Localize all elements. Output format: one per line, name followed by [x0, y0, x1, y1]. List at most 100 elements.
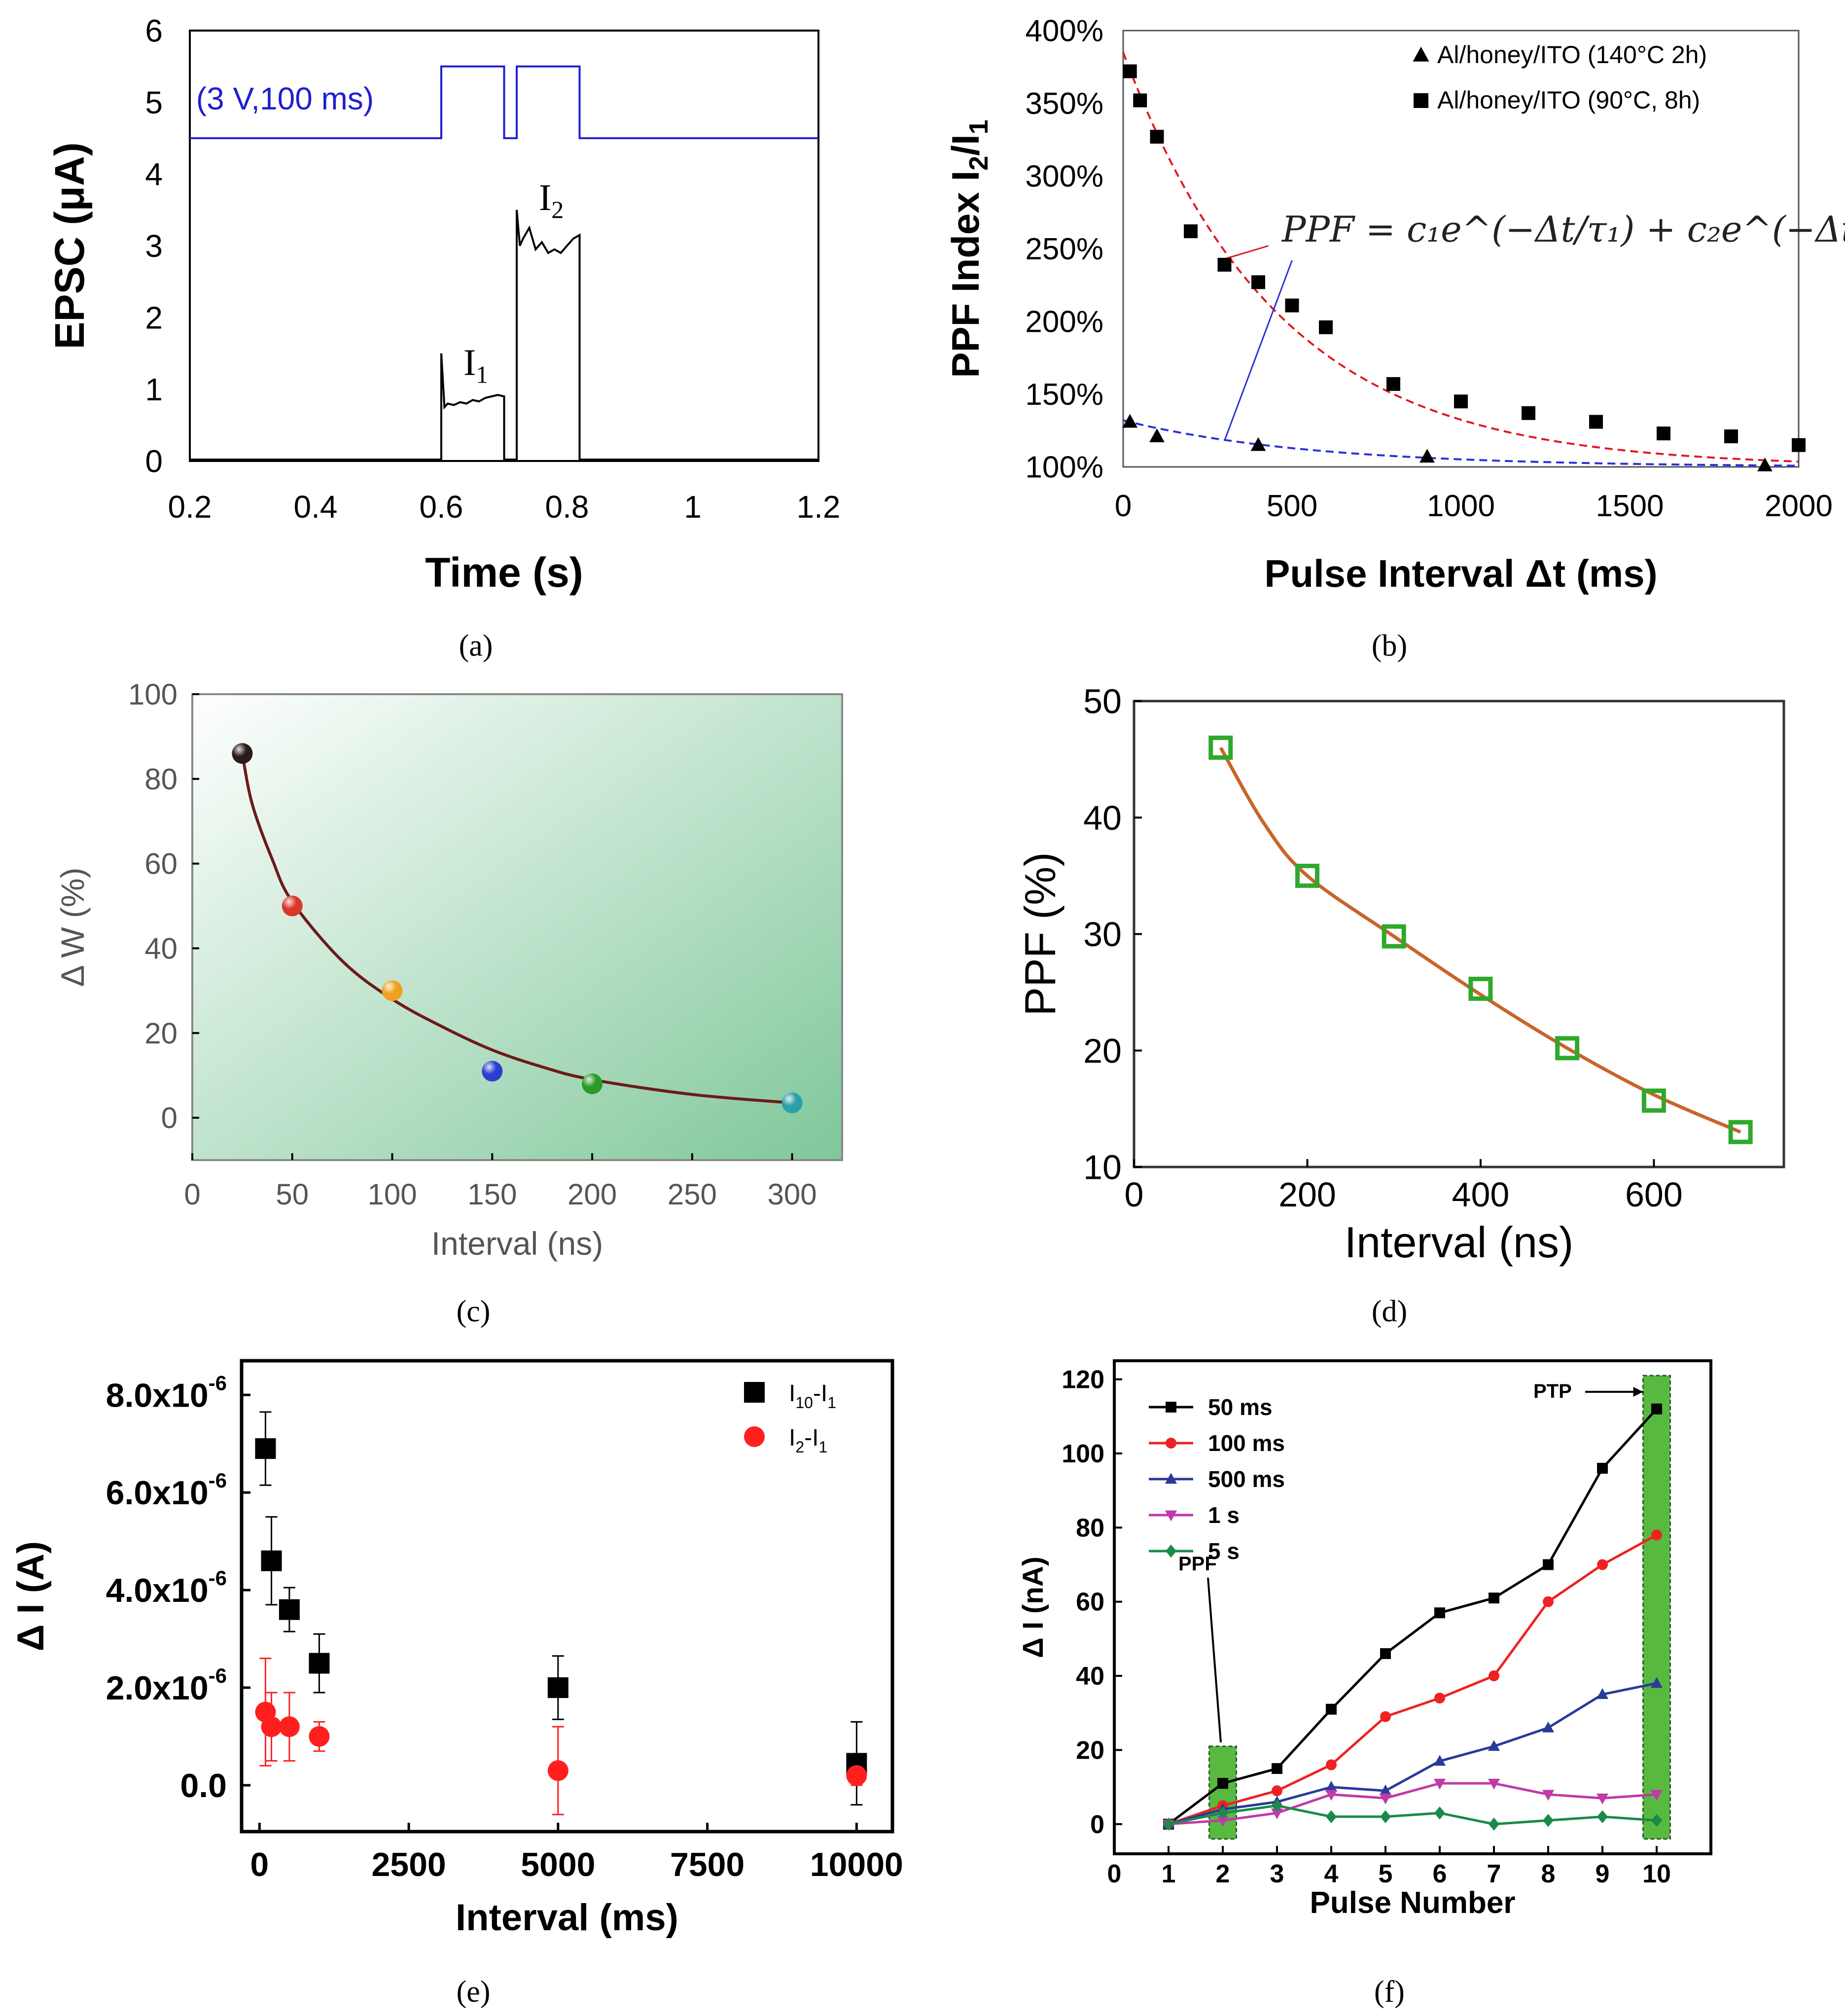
- data-point: [1542, 1721, 1555, 1733]
- ptp-label: PTP: [1533, 1380, 1572, 1402]
- y-tick-label: 4: [145, 156, 163, 192]
- y-tick-label: 6: [145, 13, 163, 48]
- data-point-highlight: [781, 1093, 803, 1114]
- data-point: [1522, 406, 1535, 420]
- data-point: [1488, 1778, 1500, 1790]
- legend-label: 50 ms: [1208, 1394, 1272, 1420]
- y-tick-label: 0: [145, 443, 163, 479]
- x-tick-label: 2: [1216, 1860, 1230, 1888]
- data-point: [1434, 1806, 1445, 1820]
- panel-label-b: (b): [1372, 629, 1407, 663]
- data-point: [1163, 1817, 1174, 1831]
- y-tick-label: 100: [1062, 1440, 1104, 1468]
- data-point: [1217, 1778, 1228, 1789]
- legend-marker: [744, 1382, 765, 1403]
- legend-mid: -I: [804, 1425, 818, 1451]
- data-point-highlight: [282, 895, 303, 917]
- data-point: [1597, 1463, 1608, 1474]
- y-tick-mantissa: 6.0x10: [106, 1474, 209, 1512]
- x-tick-label: 200: [1278, 1175, 1336, 1214]
- data-point: [547, 1760, 568, 1781]
- y-axis-title: EPSC (μA): [46, 142, 93, 349]
- annotation-main: I: [539, 177, 551, 218]
- x-tick-label: 0.6: [420, 489, 463, 525]
- x-tick-label: 0: [1107, 1860, 1122, 1888]
- x-tick-label: 3: [1270, 1860, 1284, 1888]
- y-tick-label: 30: [1083, 915, 1122, 954]
- data-point: [1217, 1806, 1228, 1820]
- y-tick-mantissa: 2.0x10: [106, 1669, 209, 1707]
- fit-equation: PPF = c₁e^(−Δt/τ₁) + c₂e^(−Δt/τ₂) + 1: [1281, 209, 1845, 250]
- legend-label: I2-I1: [789, 1425, 827, 1456]
- legend-label: 5 s: [1208, 1538, 1240, 1564]
- legend-mid: -I: [813, 1380, 827, 1407]
- y-tick-label: 40: [144, 932, 177, 965]
- data-point: [1272, 1785, 1282, 1797]
- legend-main: I: [789, 1425, 795, 1451]
- y-axis-title-mid: /I: [944, 135, 987, 156]
- data-point: [1454, 394, 1468, 409]
- y-tick-label: 0: [161, 1101, 177, 1134]
- y-tick-label: 80: [144, 763, 177, 796]
- plot-frame: [1122, 30, 1800, 468]
- x-tick-label: 2000: [1765, 489, 1833, 523]
- data-point: [1650, 1677, 1663, 1688]
- y-tick-label: 120: [1062, 1366, 1104, 1394]
- y-axis-title: Δ W (%): [54, 867, 91, 987]
- data-point: [261, 1716, 282, 1737]
- pulse-line: [190, 65, 818, 140]
- legend-sub: 10: [795, 1394, 813, 1412]
- data-point: [1489, 1817, 1499, 1831]
- y-axis-title-sub: 2: [964, 156, 993, 171]
- x-axis-title: Pulse Number: [1310, 1886, 1516, 1920]
- data-point: [1150, 130, 1164, 144]
- data-point: [1208, 736, 1233, 760]
- data-point: [1217, 257, 1232, 272]
- data-point: [1641, 1088, 1666, 1113]
- x-tick-label: 7500: [670, 1846, 745, 1883]
- data-point: [1589, 415, 1603, 429]
- x-tick-label: 2500: [371, 1846, 446, 1883]
- x-tick-label: 200: [568, 1178, 617, 1211]
- y-tick-mantissa: 8.0x10: [106, 1377, 209, 1414]
- data-point: [1325, 1790, 1338, 1801]
- data-point: [1379, 1784, 1392, 1796]
- data-point: [1379, 1793, 1392, 1804]
- annotation-subscript: 1: [476, 360, 488, 388]
- legend-label: 100 ms: [1208, 1430, 1285, 1456]
- y-tick-label: 100%: [1025, 451, 1103, 485]
- data-point: [1728, 1120, 1753, 1144]
- y-tick-label: 20: [1076, 1736, 1104, 1765]
- data-point: [1382, 924, 1406, 949]
- series-line: [1168, 1534, 1658, 1826]
- x-tick-label: 50: [276, 1178, 309, 1211]
- legend-marker: [1166, 1402, 1176, 1413]
- data-point: [547, 1677, 568, 1698]
- equation-pointer: [1224, 245, 1269, 260]
- legend-marker: [1166, 1438, 1176, 1449]
- y-tick-label: 2.0x10-6: [106, 1664, 227, 1707]
- data-point: [1757, 457, 1773, 471]
- data-point: [1555, 1036, 1580, 1061]
- data-point: [1651, 1814, 1662, 1827]
- data-point: [1596, 1793, 1609, 1804]
- y-tick-label: 250%: [1025, 232, 1103, 266]
- ppf-arrow: [1207, 1577, 1222, 1743]
- data-point: [1597, 1810, 1608, 1824]
- data-point: [1433, 1755, 1446, 1766]
- data-point: [1380, 1711, 1391, 1722]
- data-point: [309, 1726, 330, 1747]
- x-tick-label: 1500: [1596, 489, 1664, 523]
- data-point: [1650, 1790, 1663, 1801]
- x-axis-title: Interval (ns): [1345, 1218, 1574, 1267]
- data-point: [1542, 1790, 1555, 1801]
- data-point: [1326, 1703, 1337, 1715]
- data-point: [1326, 1810, 1337, 1824]
- data-point-highlight: [232, 743, 253, 764]
- panel-label-a: (a): [459, 629, 493, 663]
- data-point: [1543, 1596, 1554, 1607]
- x-tick-label: 0: [184, 1178, 200, 1211]
